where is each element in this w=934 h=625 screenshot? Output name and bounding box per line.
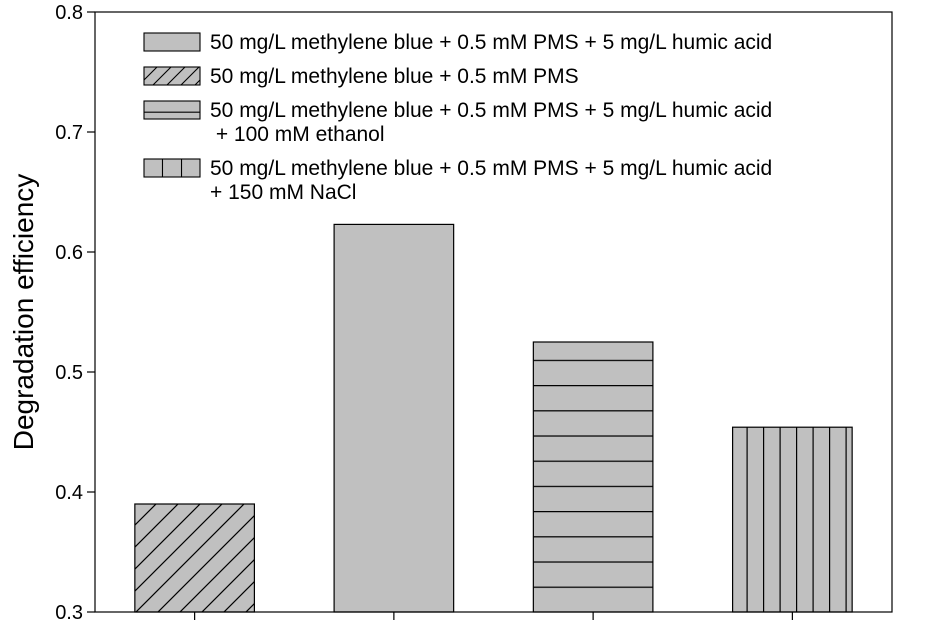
bar-2 bbox=[333, 223, 455, 613]
axes: 0.3 0.4 0.5 0.6 0.7 0.8 bbox=[55, 2, 893, 624]
y-tick-label: 0.3 bbox=[55, 602, 83, 624]
legend-swatch bbox=[143, 158, 201, 178]
legend-swatch bbox=[143, 66, 201, 86]
legend-item: 50 mg/L methylene blue + 0.5 mM PMS + 5 … bbox=[143, 157, 772, 204]
y-axis-title: Degradation efficiency bbox=[8, 174, 39, 451]
bar-3 bbox=[532, 341, 654, 613]
legend: 50 mg/L methylene blue + 0.5 mM PMS + 5 … bbox=[143, 31, 772, 204]
y-tick-label: 0.6 bbox=[55, 242, 83, 264]
legend-item: 50 mg/L methylene blue + 0.5 mM PMS + 5 … bbox=[143, 99, 772, 146]
legend-label: + 150 mM NaCl bbox=[210, 181, 356, 204]
bar-4 bbox=[731, 426, 853, 613]
legend-label: + 100 mM ethanol bbox=[210, 123, 385, 146]
plot-frame bbox=[94, 11, 893, 613]
bar-1 bbox=[134, 503, 256, 613]
legend-label: 50 mg/L methylene blue + 0.5 mM PMS + 5 … bbox=[210, 157, 772, 180]
y-tick-label: 0.8 bbox=[55, 2, 83, 24]
y-tick-label: 0.5 bbox=[55, 362, 83, 384]
legend-item: 50 mg/L methylene blue + 0.5 mM PMS + 5 … bbox=[143, 31, 772, 54]
y-tick-label: 0.4 bbox=[55, 482, 83, 504]
y-tick-label: 0.7 bbox=[55, 122, 83, 144]
bars bbox=[134, 223, 853, 613]
legend-item: 50 mg/L methylene blue + 0.5 mM PMS bbox=[143, 65, 579, 88]
legend-swatch bbox=[143, 32, 201, 52]
legend-swatch bbox=[143, 100, 201, 120]
legend-label: 50 mg/L methylene blue + 0.5 mM PMS + 5 … bbox=[210, 31, 772, 54]
legend-label: 50 mg/L methylene blue + 0.5 mM PMS bbox=[210, 65, 579, 88]
legend-label: 50 mg/L methylene blue + 0.5 mM PMS + 5 … bbox=[210, 99, 772, 122]
